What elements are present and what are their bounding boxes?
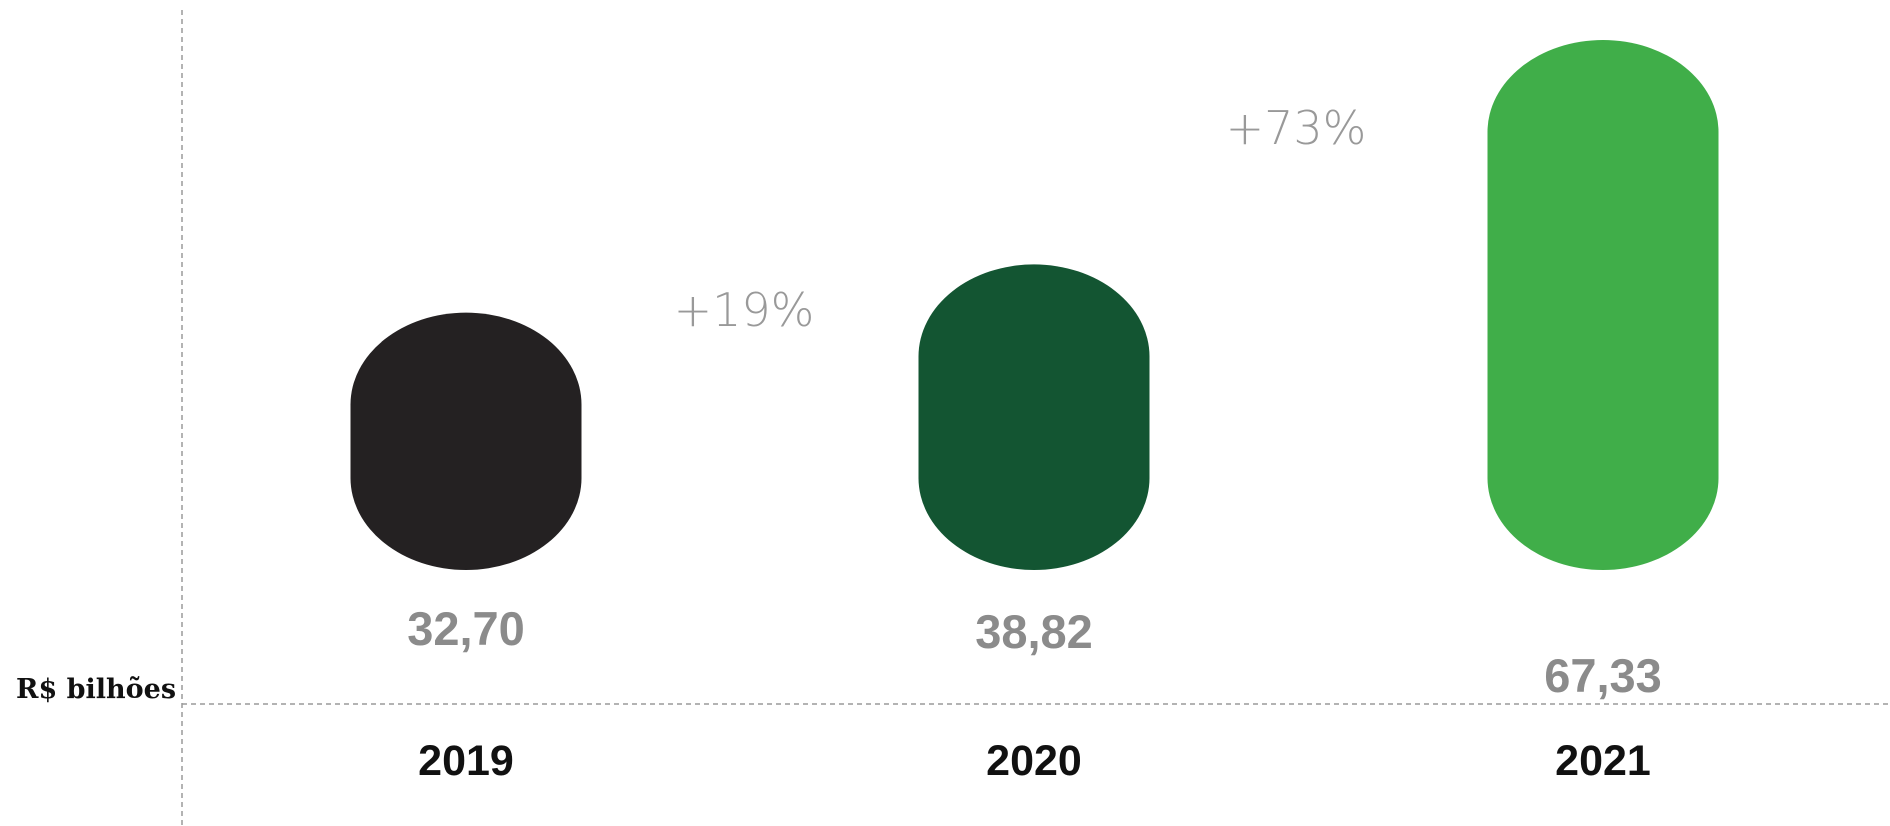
value-label-2021: 67,33 [1544,649,1662,702]
unit-label: R$ bilhões [16,674,177,705]
value-label-2019: 32,70 [407,602,525,655]
growth-label-1: +19% [674,283,815,337]
category-label-2020: 2020 [986,737,1082,785]
category-label-2021: 2021 [1555,737,1651,785]
growth-label-2: +73% [1226,101,1367,155]
bar-2019 [350,312,582,570]
value-label-2020: 38,82 [975,605,1093,658]
category-label-2019: 2019 [418,737,514,785]
bar-2021 [1487,40,1719,570]
bar-2020 [918,264,1150,570]
